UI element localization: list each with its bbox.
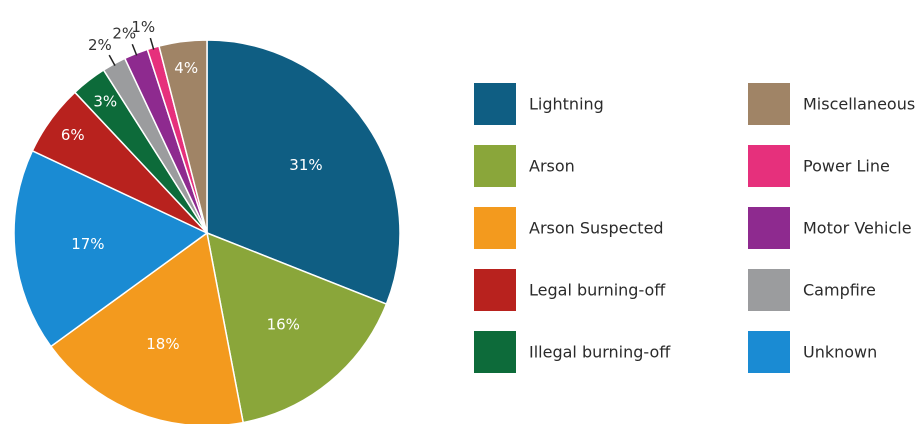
pie-slice-arson-suspected (49, 231, 245, 424)
legend-label-lightning: Lightning (529, 95, 604, 114)
legend-label-power-line: Power Line (803, 157, 890, 176)
pie-slices (13, 39, 401, 424)
slice-leader-campfire (108, 54, 116, 66)
slice-label-power-line: 1% (131, 18, 155, 36)
legend-swatch-motor-vehicle (748, 207, 790, 249)
slice-label-legal-burning-off: 6% (61, 126, 85, 144)
legend-swatch-arson (474, 145, 516, 187)
legend-swatch-legal-burning-off (474, 269, 516, 311)
legend-swatch-campfire (748, 269, 790, 311)
pie-slice-arson (206, 231, 388, 424)
slice-label-arson: 16% (267, 316, 300, 334)
legend-swatch-unknown (748, 331, 790, 373)
slice-label-lightning: 31% (289, 156, 322, 174)
pie-slice-labels: 31%16%18%17%6%3%2%2%1%4% (61, 18, 323, 353)
legend-swatch-lightning (474, 83, 516, 125)
legend-swatch-power-line (748, 145, 790, 187)
legend: Lightning Arson Arson Suspected Legal burni… (474, 83, 915, 373)
legend-swatch-arson-suspected (474, 207, 516, 249)
pie-slice-lightning (206, 39, 401, 306)
legend-label-unknown: Unknown (803, 343, 877, 362)
legend-label-arson: Arson (529, 157, 575, 176)
slice-label-illegal-burning-off: 3% (93, 92, 117, 110)
legend-label-motor-vehicle: Motor Vehicle (803, 219, 912, 238)
legend-label-illegal-burning-off: Illegal burning-off (529, 343, 671, 362)
slice-leader-motor-vehicle (131, 43, 138, 56)
legend-label-campfire: Campfire (803, 281, 876, 300)
pie-slice-miscellaneous (158, 39, 208, 234)
legend-swatch-illegal-burning-off (474, 331, 516, 373)
slice-label-motor-vehicle: 2% (112, 25, 136, 43)
legend-swatch-miscellaneous (748, 83, 790, 125)
legend-label-arson-suspected: Arson Suspected (529, 219, 664, 238)
slice-leader-power-line (149, 37, 155, 50)
slice-label-miscellaneous: 4% (174, 59, 198, 77)
slice-label-unknown: 17% (71, 235, 104, 253)
legend-label-miscellaneous: Miscellaneous (803, 95, 915, 114)
slice-label-arson-suspected: 18% (146, 335, 179, 353)
pie-slice-unknown (13, 149, 209, 348)
legend-label-legal-burning-off: Legal burning-off (529, 281, 666, 300)
slice-label-campfire: 2% (88, 36, 112, 54)
